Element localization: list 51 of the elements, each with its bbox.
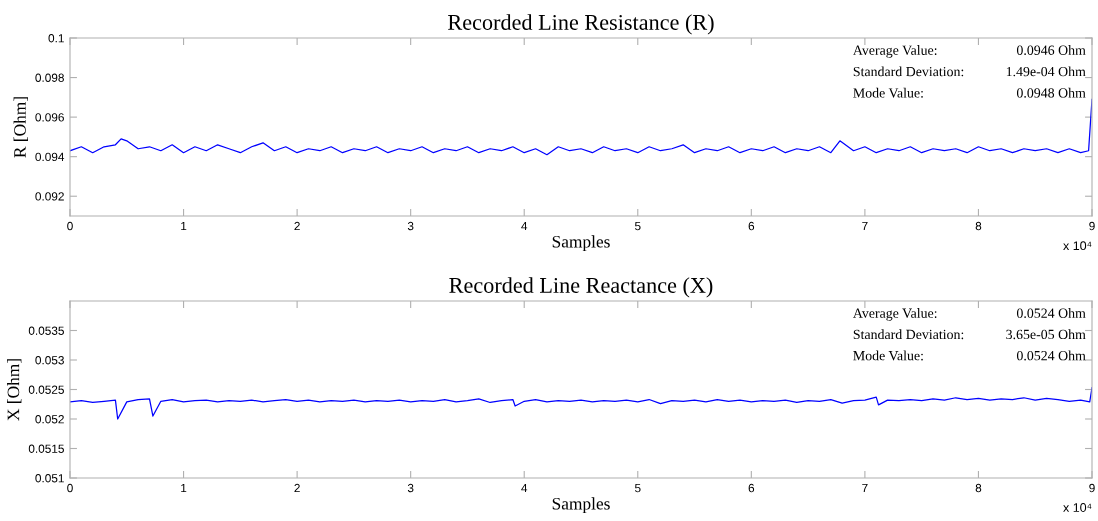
x-tick-label: 6	[748, 483, 755, 493]
y-tick-label: 0.051	[35, 474, 64, 483]
y-axis-title: R [Ohm]	[13, 97, 28, 158]
x-tick-label: 2	[294, 221, 300, 231]
y-tick-label: 0.098	[35, 73, 64, 82]
y-tick-label: 0.053	[35, 356, 64, 365]
annotation: 3.65e-05 Ohm	[1006, 329, 1086, 340]
x-tick-label: 5	[634, 483, 641, 493]
chart-title: Recorded Line Reactance (X)	[449, 277, 713, 298]
text: x 10⁴	[1063, 503, 1092, 512]
annotation: 0.0946 Ohm	[1016, 45, 1086, 55]
annotation: 1.49e-04 Ohm	[1006, 66, 1086, 77]
x-tick-label: 6	[748, 221, 755, 231]
annotation: 0.0524 Ohm	[1016, 308, 1086, 318]
x-tick-label: 9	[1089, 221, 1095, 231]
y-tick-label: 0.0515	[28, 444, 64, 453]
x-tick-label: 0	[67, 221, 73, 231]
x-tick-label: 2	[294, 483, 300, 493]
annotation: Standard Deviation:	[853, 66, 964, 77]
x-tick-label: 8	[975, 483, 982, 493]
x-tick-label: 9	[1089, 483, 1095, 493]
y-tick-label: 0.0535	[28, 326, 64, 335]
y-tick-label: 0.052	[35, 415, 64, 424]
x-tick-label: 4	[521, 221, 528, 231]
y-axis-title: X [Ohm]	[7, 359, 22, 421]
y-tick-label: 0.1	[48, 34, 64, 43]
x-tick-label: 8	[975, 221, 982, 231]
x-tick-label: 1	[181, 483, 187, 493]
x-tick-label: 4	[521, 483, 528, 493]
x-tick-label: 1	[181, 221, 187, 231]
annotation: Average Value:	[852, 45, 937, 58]
x-tick-label: 7	[862, 483, 868, 493]
y-tick-label: 0.092	[35, 192, 64, 201]
annotation: Mode Value:	[853, 87, 923, 98]
annotation: Mode Value:	[853, 350, 923, 361]
x-axis-title: Samples	[552, 235, 610, 252]
x-tick-label: 5	[634, 221, 641, 231]
x-axis-title: Samples	[552, 497, 610, 514]
annotation: Average Value:	[852, 308, 937, 321]
y-tick-label: 0.0525	[28, 385, 64, 394]
text: x 10⁴	[1063, 241, 1092, 251]
y-tick-label: 0.096	[35, 113, 64, 122]
annotation: 0.0948 Ohm	[1016, 87, 1086, 98]
x-tick-label: 3	[407, 221, 414, 231]
annotation: 0.0524 Ohm	[1016, 350, 1086, 361]
x-tick-label: 0	[67, 483, 73, 493]
chart-title: Recorded Line Resistance (R)	[448, 14, 714, 35]
x-tick-label: 3	[407, 483, 414, 493]
y-tick-label: 0.094	[35, 152, 65, 162]
x-tick-label: 7	[862, 221, 868, 231]
annotation: Standard Deviation:	[853, 329, 964, 340]
